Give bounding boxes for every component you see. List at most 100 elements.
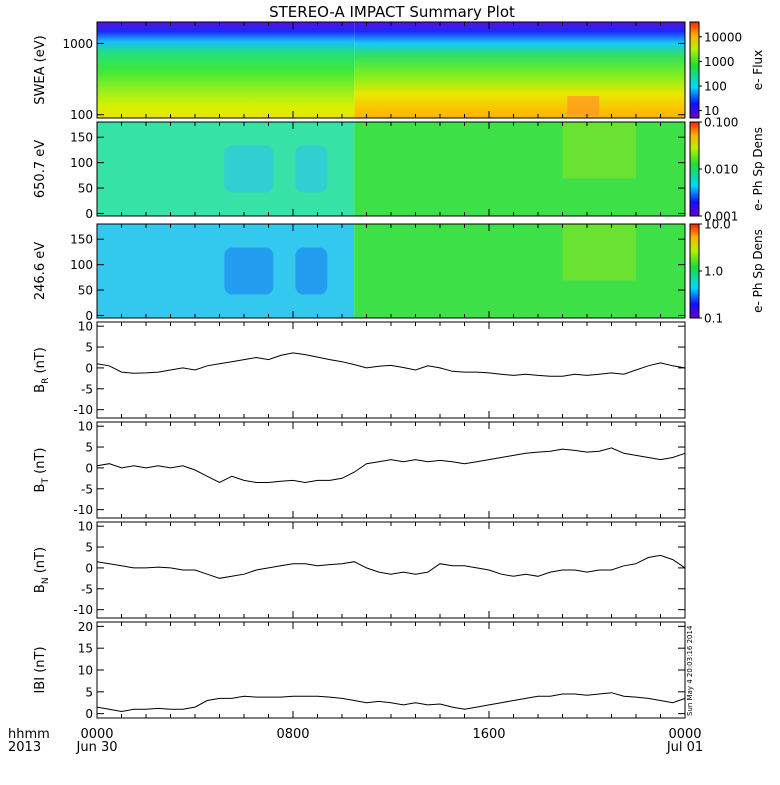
panel-ylabel-bn: BN (nT) xyxy=(33,547,51,593)
ytick-label: 5 xyxy=(85,685,93,699)
time-tick-label: 1600 xyxy=(472,727,505,742)
colorbar-label-pad246: e- Ph Sp Dens xyxy=(751,229,765,313)
panel-ylabel-unit: (nT) xyxy=(33,547,48,577)
panel-ylabel-text: B xyxy=(33,384,48,393)
time-tick-date: Jun 30 xyxy=(76,740,118,755)
panel-ylabel-subscript: T xyxy=(41,478,51,485)
data-line-bt xyxy=(96,447,686,484)
ytick-label: 0 xyxy=(85,207,93,221)
ytick-label: 1000 xyxy=(62,37,93,51)
panel-ylabel-text: B xyxy=(33,484,48,493)
colorbar-tick-label: 0.100 xyxy=(704,116,738,130)
ytick-label: 100 xyxy=(70,258,93,272)
heatmap-fill-swea xyxy=(97,22,685,118)
panel-frame-br xyxy=(96,321,686,419)
time-tick-label: 0000 xyxy=(80,727,113,742)
panel-ylabel-swea: SWEA (eV) xyxy=(33,35,48,104)
ytick-label: -5 xyxy=(81,582,93,596)
plot-title: STEREO-A IMPACT Summary Plot xyxy=(269,3,515,21)
panel-ylabel-br: BR (nT) xyxy=(33,347,51,393)
colorbar-pad650 xyxy=(689,121,700,217)
panel-ylabel-subscript: R xyxy=(41,378,51,384)
colorbar-pad246 xyxy=(689,223,700,319)
ytick-label: -5 xyxy=(81,382,93,396)
colorbar-swea xyxy=(689,21,700,119)
swea-peak-patch xyxy=(567,96,600,116)
swea-region-quiet xyxy=(97,22,355,118)
ytick-label: 0 xyxy=(85,461,93,475)
ytick-label: 15 xyxy=(78,642,93,656)
pad650-enhancement-patch xyxy=(562,122,636,179)
data-line-bmag xyxy=(96,692,686,713)
ytick-label: 150 xyxy=(70,233,93,247)
heatmap-fill-pad246 xyxy=(97,224,685,318)
panel-ylabel-unit: (nT) xyxy=(33,646,48,676)
panel-ylabel-text: SWEA (eV) xyxy=(33,35,48,104)
panel-frame-bt xyxy=(96,421,686,519)
pad246-depletion-patch xyxy=(295,247,328,295)
heatmap-fill-pad650 xyxy=(97,122,685,216)
ytick-label: 0 xyxy=(85,309,93,323)
time-tick-date: Jul 01 xyxy=(666,740,703,755)
colorbar-tick-label: 1.0 xyxy=(704,265,723,279)
panel-ylabel-bmag: IBI (nT) xyxy=(33,646,48,693)
swea-region-enhanced xyxy=(354,22,685,118)
ytick-label: 5 xyxy=(85,341,93,355)
ytick-label: 10 xyxy=(78,420,93,434)
ytick-label: 20 xyxy=(78,620,93,634)
ytick-label: 0 xyxy=(85,707,93,721)
panel-ylabel-text: IBI xyxy=(33,677,48,694)
time-axis-corner-label: hhmm xyxy=(8,727,50,742)
colorbar-label-pad650: e- Ph Sp Dens xyxy=(751,127,765,211)
time-axis-corner-sub: 2013 xyxy=(8,740,41,755)
panel-ylabel-subscript: N xyxy=(41,577,51,584)
panel-ylabel-bt: BT (nT) xyxy=(33,448,51,493)
colorbar-tick-label: 1000 xyxy=(704,55,735,69)
ytick-label: 10 xyxy=(78,320,93,334)
pad246-depletion-patch xyxy=(224,247,274,295)
timestamp-stamp: Sun May 4 20:03:16 2014 xyxy=(686,625,694,716)
ytick-label: -10 xyxy=(73,403,93,417)
ytick-label: 50 xyxy=(78,284,93,298)
ytick-label: 100 xyxy=(70,108,93,122)
colorbar-tick-label: 0.1 xyxy=(704,312,723,326)
ytick-label: 5 xyxy=(85,441,93,455)
colorbar-tick-label: 10 xyxy=(704,104,719,118)
colorbar-tick-label: 0.001 xyxy=(704,210,738,224)
panel-frame-bmag xyxy=(96,621,686,719)
ytick-label: 150 xyxy=(70,131,93,145)
colorbar-tick-label: 100 xyxy=(704,80,727,94)
panel-ylabel-text: B xyxy=(33,584,48,593)
ytick-label: 5 xyxy=(85,541,93,555)
colorbar-tick-label: 0.010 xyxy=(704,163,738,177)
colorbar-tick-label: 10.0 xyxy=(704,218,731,232)
ytick-label: 50 xyxy=(78,182,93,196)
ytick-label: 10 xyxy=(78,664,93,678)
ytick-label: 10 xyxy=(78,520,93,534)
ytick-label: 0 xyxy=(85,561,93,575)
panel-ylabel-unit: (nT) xyxy=(33,448,48,478)
panel-ylabel-unit: (nT) xyxy=(33,347,48,377)
ytick-label: -10 xyxy=(73,603,93,617)
ytick-label: -5 xyxy=(81,482,93,496)
pad650-depletion-patch xyxy=(295,145,328,193)
data-line-bn xyxy=(96,554,686,579)
ytick-label: -10 xyxy=(73,503,93,517)
data-line-br xyxy=(96,352,686,377)
colorbar-label-swea: e- Flux xyxy=(751,50,765,90)
panel-ylabel-text: 246.6 eV xyxy=(33,242,48,300)
colorbar-tick-label: 10000 xyxy=(704,30,742,44)
time-tick-label: 0000 xyxy=(668,727,701,742)
panel-ylabel-text: 650.7 eV xyxy=(33,140,48,198)
ytick-label: 0 xyxy=(85,361,93,375)
panel-ylabel-pad246: 246.6 eV xyxy=(33,242,48,300)
pad650-depletion-patch xyxy=(224,145,274,193)
panel-ylabel-pad650: 650.7 eV xyxy=(33,140,48,198)
ytick-label: 100 xyxy=(70,156,93,170)
time-tick-label: 0800 xyxy=(276,727,309,742)
pad246-enhancement-patch xyxy=(562,224,636,281)
